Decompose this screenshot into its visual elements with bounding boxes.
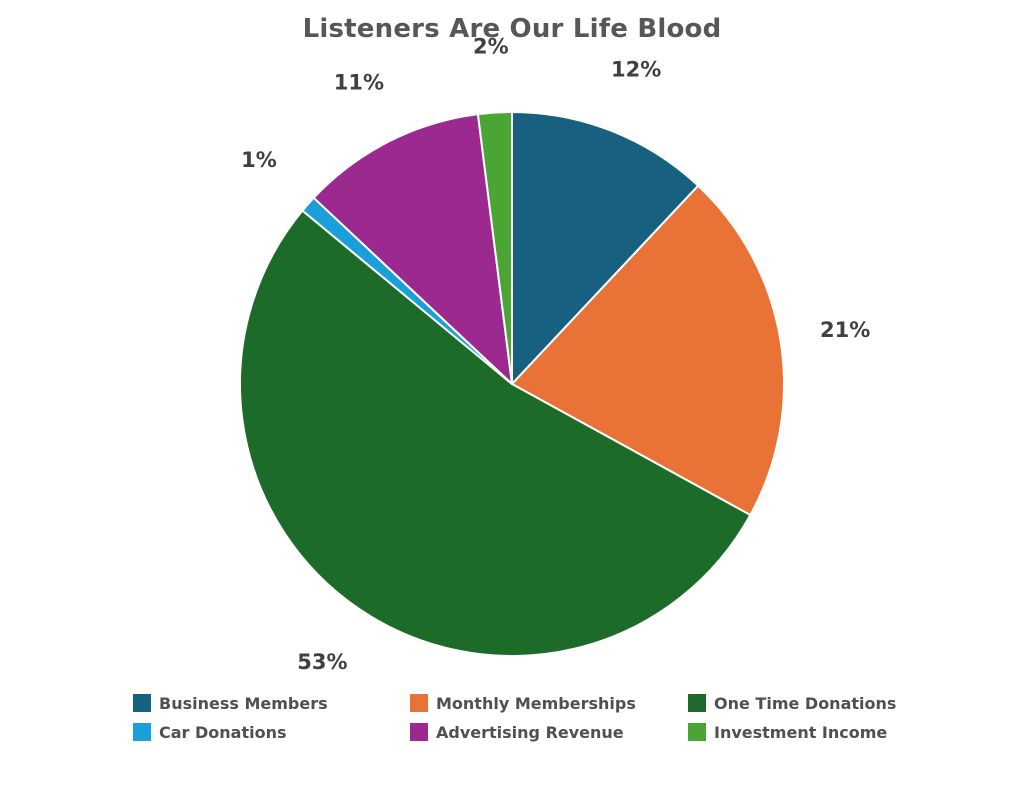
pie-slices (239, 111, 785, 657)
legend-label: One Time Donations (714, 693, 897, 713)
legend-item-car-donations: Car Donations (133, 721, 287, 743)
legend-swatch (410, 723, 428, 741)
legend-label: Investment Income (714, 722, 888, 742)
pie-slice-business-members (511, 111, 700, 385)
legend-item-monthly-memberships: Monthly Memberships (410, 692, 636, 714)
legend-label: Car Donations (159, 722, 287, 742)
pie-slice-monthly-memberships (511, 184, 785, 517)
pie-data-labels: 12% 21% 53% 1% 11% 2% (241, 34, 870, 674)
legend-label: Advertising Revenue (436, 722, 624, 742)
legend-item-business-members: Business Members (133, 692, 328, 714)
legend-item-advertising-revenue: Advertising Revenue (410, 721, 624, 743)
legend-item-investment-income: Investment Income (688, 721, 887, 743)
data-label-car-donations: 1% (241, 148, 277, 172)
data-label-investment-income: 2% (473, 34, 509, 58)
data-label-one-time-donations: 53% (297, 650, 347, 674)
chart-title: Listeners Are Our Life Blood (302, 14, 722, 44)
legend-swatch (133, 694, 151, 712)
legend-swatch (133, 723, 151, 741)
pie-slice-advertising-revenue (312, 113, 513, 385)
data-label-advertising-revenue: 11% (334, 70, 384, 94)
legend-item-one-time-donations: One Time Donations (688, 692, 896, 714)
data-label-monthly-memberships: 21% (820, 318, 870, 342)
pie-slice-investment-income (476, 111, 513, 385)
legend-label: Business Members (159, 693, 328, 713)
data-label-business-members: 12% (611, 57, 661, 81)
legend-swatch (688, 694, 706, 712)
legend-swatch (688, 723, 706, 741)
legend-swatch (410, 694, 428, 712)
pie-slice-one-time-donations (239, 209, 752, 657)
legend-label: Monthly Memberships (436, 693, 636, 713)
